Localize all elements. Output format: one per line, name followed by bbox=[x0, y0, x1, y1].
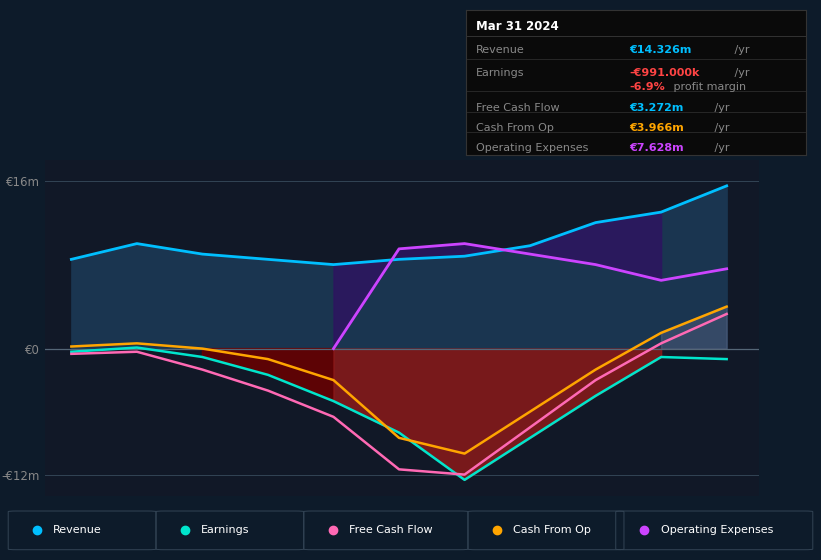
Text: €3.272m: €3.272m bbox=[629, 103, 684, 113]
Text: Revenue: Revenue bbox=[53, 525, 102, 535]
Text: Cash From Op: Cash From Op bbox=[513, 525, 591, 535]
Text: /yr: /yr bbox=[711, 103, 729, 113]
Text: /yr: /yr bbox=[732, 68, 750, 78]
Text: Mar 31 2024: Mar 31 2024 bbox=[476, 20, 559, 33]
Text: -6.9%: -6.9% bbox=[629, 82, 665, 92]
Text: Earnings: Earnings bbox=[201, 525, 250, 535]
Text: -€991.000k: -€991.000k bbox=[629, 68, 699, 78]
Text: €14.326m: €14.326m bbox=[629, 45, 691, 55]
Text: Operating Expenses: Operating Expenses bbox=[661, 525, 773, 535]
Text: profit margin: profit margin bbox=[670, 82, 746, 92]
Text: Revenue: Revenue bbox=[476, 45, 525, 55]
Text: €7.628m: €7.628m bbox=[629, 143, 684, 153]
Text: Earnings: Earnings bbox=[476, 68, 525, 78]
Text: /yr: /yr bbox=[732, 45, 750, 55]
Text: /yr: /yr bbox=[711, 143, 729, 153]
Text: Cash From Op: Cash From Op bbox=[476, 123, 554, 133]
Text: Free Cash Flow: Free Cash Flow bbox=[476, 103, 560, 113]
Text: /yr: /yr bbox=[711, 123, 729, 133]
Text: €3.966m: €3.966m bbox=[629, 123, 684, 133]
Text: Free Cash Flow: Free Cash Flow bbox=[349, 525, 433, 535]
Text: Operating Expenses: Operating Expenses bbox=[476, 143, 589, 153]
